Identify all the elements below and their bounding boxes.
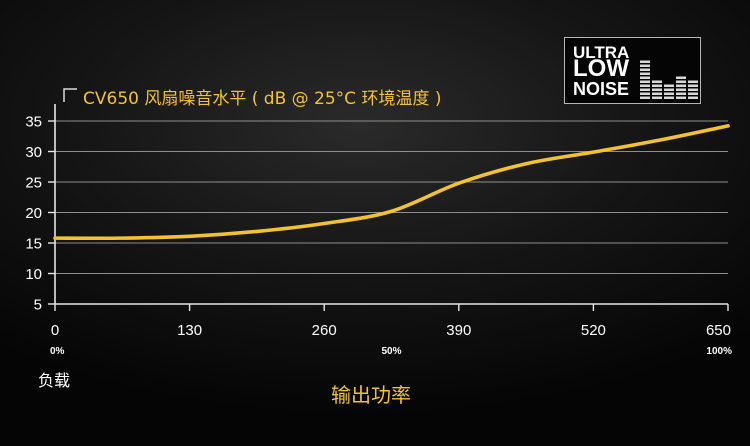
logo-level-bar — [688, 88, 698, 91]
y-tick-label: 25 — [25, 174, 42, 191]
y-tick-label: 10 — [25, 266, 42, 283]
logo-level-bar — [640, 92, 650, 95]
load-axis: 0% 50% 100% — [50, 346, 732, 357]
data-point — [389, 209, 394, 214]
gridlines — [55, 120, 728, 274]
data-point — [591, 150, 596, 155]
logo-level-bar — [676, 84, 686, 87]
x-tick-label: 520 — [581, 322, 606, 339]
series-layer — [53, 123, 731, 241]
data-point — [187, 234, 192, 239]
logo-level-bar — [664, 92, 674, 95]
logo-level-bar — [688, 84, 698, 87]
logo-text-ultra: ULTRA — [573, 43, 630, 62]
logo-level-bar — [664, 88, 674, 91]
logo-level-bar — [652, 84, 662, 87]
logo-level-bar — [640, 76, 650, 79]
load-percent-label: 100% — [706, 346, 732, 357]
logo-text-low: LOW — [573, 55, 629, 82]
data-point — [120, 236, 125, 241]
logo-level-bar — [676, 92, 686, 95]
y-tick-label: 5 — [34, 296, 42, 313]
load-percent-label: 50% — [381, 346, 401, 357]
load-axis-label: 负载 — [38, 371, 70, 390]
logo-level-bar — [652, 88, 662, 91]
sound-level-bars-icon — [640, 60, 698, 99]
data-point — [456, 181, 461, 186]
logo-level-bar — [676, 80, 686, 83]
logo-level-bar — [640, 96, 650, 99]
data-point — [254, 229, 259, 234]
logo-level-bar — [640, 60, 650, 63]
logo-level-bar — [676, 88, 686, 91]
axes: 5 10 15 20 25 30 35 0 130 260 390 520 650 — [25, 104, 731, 339]
logo-level-bar — [640, 84, 650, 87]
y-tick-label: 35 — [25, 113, 42, 130]
logo-level-bar — [640, 72, 650, 75]
ultra-low-noise-logo: ULTRA LOW NOISE — [564, 37, 701, 104]
data-point — [726, 123, 731, 128]
x-tick-label: 260 — [312, 322, 337, 339]
logo-level-bar — [652, 96, 662, 99]
title-corner-bracket — [63, 88, 77, 102]
x-tick-label: 0 — [51, 322, 59, 339]
logo-level-bar — [652, 80, 662, 83]
y-tick-label: 20 — [25, 205, 42, 222]
chart-title: CV650 风扇噪音水平 ( dB @ 25°C 环境温度 ) — [83, 89, 442, 109]
logo-level-bar — [676, 76, 686, 79]
logo-level-bar — [640, 64, 650, 67]
data-point — [53, 236, 58, 241]
logo-level-bar — [664, 84, 674, 87]
logo-level-bar — [664, 96, 674, 99]
logo-level-bar — [640, 88, 650, 91]
x-tick-label: 650 — [706, 322, 731, 339]
series-line-0 — [53, 124, 730, 241]
y-tick-label: 30 — [25, 144, 42, 161]
x-tick-label: 390 — [446, 322, 471, 339]
data-point — [524, 161, 529, 166]
x-axis-label: 输出功率 — [331, 383, 411, 407]
logo-level-bar — [652, 92, 662, 95]
x-tick-label: 130 — [177, 322, 202, 339]
data-point — [658, 137, 663, 142]
logo-level-bar — [640, 80, 650, 83]
logo-text-noise: NOISE — [573, 79, 630, 99]
load-percent-label: 0% — [50, 346, 65, 357]
logo-level-bar — [688, 80, 698, 83]
logo-level-bar — [688, 96, 698, 99]
y-tick-label: 15 — [25, 235, 42, 252]
data-point — [322, 221, 327, 226]
logo-level-bar — [676, 96, 686, 99]
logo-level-bar — [688, 92, 698, 95]
logo-level-bar — [640, 68, 650, 71]
